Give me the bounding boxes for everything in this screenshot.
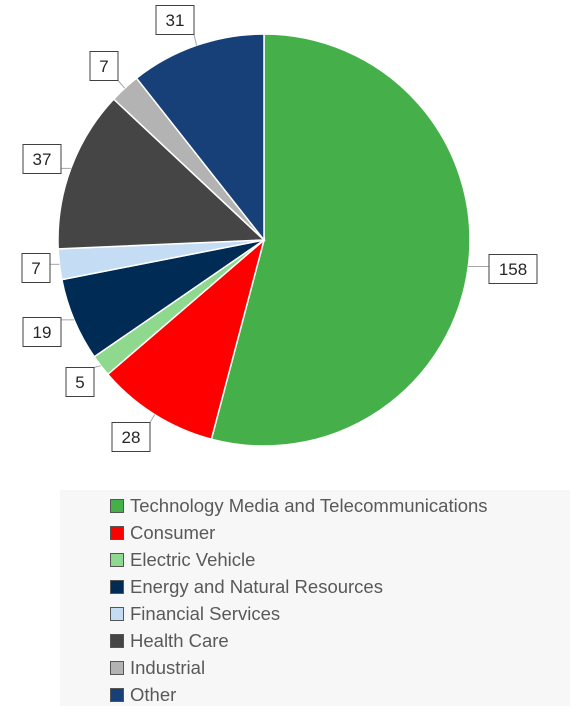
- data-label-technology-media-and-telecommunications: 158: [499, 260, 527, 279]
- legend-label: Other: [130, 683, 177, 705]
- legend-label: Industrial: [130, 656, 206, 678]
- legend-label: Health Care: [130, 629, 229, 651]
- data-label-box: [155, 5, 195, 35]
- data-label-consumer: 28: [122, 428, 141, 447]
- data-label-box: [89, 51, 119, 81]
- pie-slice-consumer: [106, 237, 266, 441]
- data-label-other: 31: [166, 11, 185, 30]
- legend-item-financial-services: Financial Services: [60, 601, 570, 628]
- legend-swatch: [110, 607, 124, 621]
- legend-item-electric-vehicle: Electric Vehicle: [60, 547, 570, 574]
- data-label-box: [22, 317, 62, 347]
- data-label-box: [111, 422, 151, 452]
- legend-label: Consumer: [130, 522, 216, 544]
- data-label-box: [488, 254, 538, 284]
- legend-label: Energy and Natural Resources: [130, 576, 383, 598]
- legend-swatch: [110, 553, 124, 568]
- pie-slice-technology-media-and-telecommunications: [210, 33, 471, 447]
- legend-item-consumer: Consumer: [60, 520, 570, 547]
- legend-item-industrial: Industrial: [60, 654, 570, 681]
- data-label-box: [22, 144, 62, 174]
- legend-swatch: [110, 660, 124, 675]
- legend-item-energy-and-natural-resources: Energy and Natural Resources: [60, 574, 570, 601]
- data-label-box: [21, 253, 51, 283]
- legend-swatch: [110, 580, 124, 595]
- legend-swatch: [110, 633, 124, 648]
- data-label-electric-vehicle: 5: [75, 373, 84, 392]
- leader-line: [117, 80, 126, 89]
- legend-item-other: Other: [60, 681, 570, 708]
- legend-item-health-care: Health Care: [60, 627, 570, 654]
- legend-swatch: [110, 526, 124, 541]
- pie-slices: [57, 33, 471, 447]
- pie-data-labels: 158 28 5 19 7 37 7 31: [21, 5, 538, 452]
- legend-item-technology-media-and-telecommunications: Technology Media and Telecommunications: [60, 493, 570, 520]
- pie-slice-other: [135, 33, 265, 243]
- leader-line: [193, 34, 198, 46]
- data-label-health-care: 37: [33, 150, 52, 169]
- data-label-industrial: 7: [99, 57, 108, 76]
- legend-label: Technology Media and Telecommunications: [130, 495, 488, 517]
- leader-line: [93, 365, 101, 368]
- data-label-financial-services: 7: [31, 259, 40, 278]
- data-label-box: [65, 367, 95, 397]
- legend-swatch: [110, 499, 124, 514]
- legend: Technology Media and Telecommunications C…: [60, 490, 570, 706]
- data-label-energy-and-natural-resources: 19: [33, 323, 52, 342]
- pie-chart: 158 28 5 19 7 37 7 31: [21, 5, 538, 452]
- legend-label: Electric Vehicle: [130, 549, 256, 571]
- legend-label: Financial Services: [130, 603, 281, 624]
- leader-line: [149, 414, 156, 423]
- legend-swatch: [110, 687, 124, 702]
